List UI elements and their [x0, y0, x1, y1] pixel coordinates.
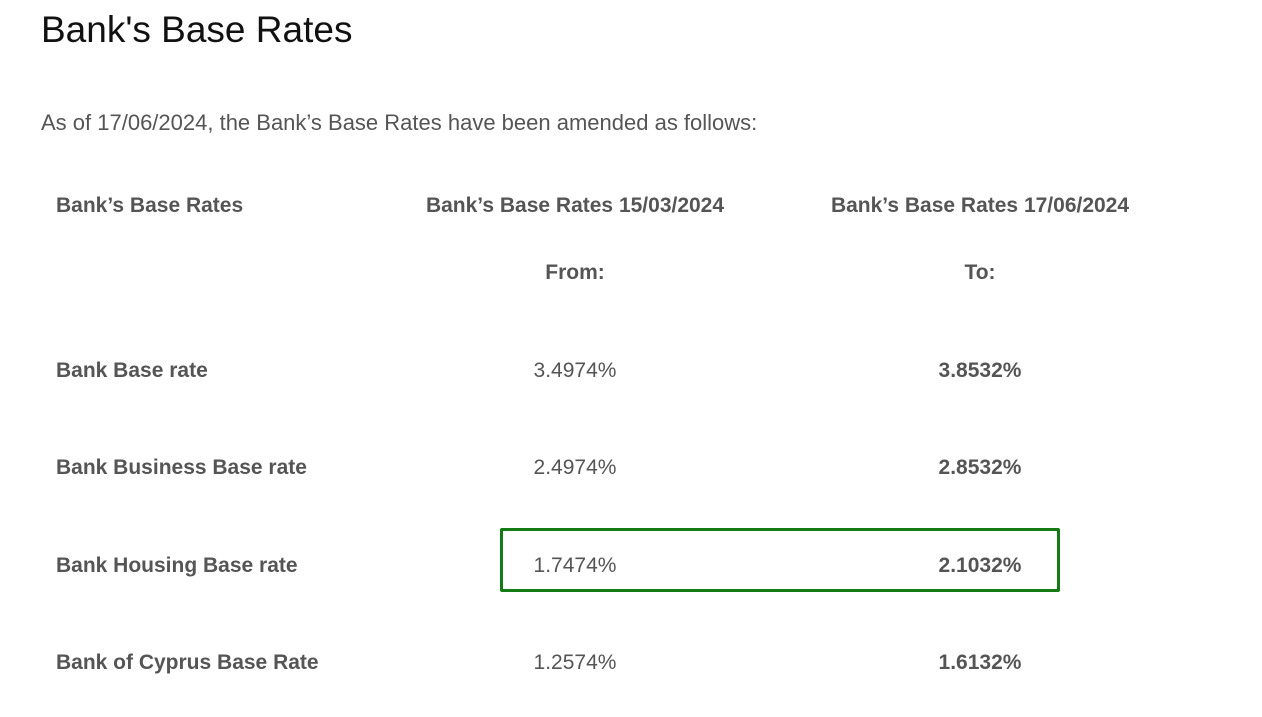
intro-text: As of 17/06/2024, the Bank’s Base Rates … — [41, 110, 758, 135]
header-from-date: Bank’s Base Rates 15/03/2024 — [425, 194, 725, 217]
row-label: Bank Housing Base rate — [56, 554, 298, 577]
row-from-value: 1.7474% — [533, 554, 617, 577]
header-label: Bank’s Base Rates — [56, 194, 244, 217]
row-from-value: 1.2574% — [533, 651, 617, 674]
header-to-sub: To: — [964, 261, 996, 284]
row-from-value: 3.4974% — [533, 359, 617, 382]
row-from-value: 2.4974% — [533, 456, 617, 479]
row-label: Bank Base rate — [56, 359, 208, 382]
header-to-date: Bank’s Base Rates 17/06/2024 — [830, 194, 1130, 217]
header-from-sub: From: — [545, 261, 605, 284]
row-label: Bank of Cyprus Base Rate — [56, 651, 319, 674]
row-to-value: 2.1032% — [938, 554, 1022, 577]
highlight-box — [500, 528, 1060, 592]
row-to-value: 1.6132% — [938, 651, 1022, 674]
row-to-value: 2.8532% — [938, 456, 1022, 479]
row-label: Bank Business Base rate — [56, 456, 307, 479]
page-title: Bank's Base Rates — [41, 9, 353, 50]
row-to-value: 3.8532% — [938, 359, 1022, 382]
